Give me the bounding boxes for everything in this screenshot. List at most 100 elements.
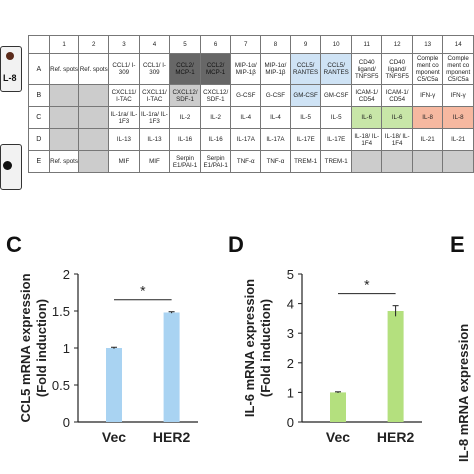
array-cell: MIP-1α/ MIP-1β: [260, 53, 291, 85]
array-cell: IL-2: [199, 106, 232, 129]
array-cell: CCL2/ MCP-1: [169, 53, 201, 85]
array-cell: Comple ment co mponent C5/C5a: [411, 53, 444, 85]
array-row: B CXCL11/ I-TAC CXCL11/ I-TAC CXCL12/ SDF-1…: [28, 84, 474, 107]
bar-her2: [163, 312, 180, 422]
array-cell: CCL2/ MCP-1: [199, 53, 232, 85]
array-cell: IL-8: [442, 106, 474, 129]
y-tick-label: 5: [287, 267, 294, 282]
array-cell: IL-17E: [289, 128, 322, 151]
column-header: 5: [169, 35, 201, 54]
row-label: A: [28, 53, 50, 85]
y-tick-label: 1.5: [52, 304, 70, 319]
array-cell: IL-5: [289, 106, 322, 129]
array-cell: Comple ment co mponent C5/C5a: [442, 53, 474, 85]
array-cell: TREM-1: [289, 150, 322, 173]
array-cell: Ref. spots: [48, 150, 80, 173]
array-cell: IL-21: [442, 128, 474, 151]
column-header: 14: [442, 35, 474, 54]
array-row: C IL-1ra/ IL-1F3 IL-1ra/ IL-1F3 IL-2 IL-2 IL-…: [28, 106, 474, 129]
array-cell: [350, 150, 383, 173]
panel-letter-c: C: [6, 232, 22, 257]
panel-letter-e: E: [450, 232, 465, 257]
x-tick-label: HER2: [377, 429, 415, 445]
array-cell: IL-13: [108, 128, 140, 151]
array-cell: IL-5: [320, 106, 352, 129]
column-header: 9: [289, 35, 322, 54]
y-axis-label: IL-6 mRNA expression: [242, 279, 257, 417]
row-label: B: [28, 84, 50, 107]
array-row: A Ref. spots Ref. spots CCL1/ I-309 CCL1/ I-…: [28, 53, 474, 85]
array-cell: CD40 ligand/ TNFSF5: [350, 53, 383, 85]
array-header-row: 1 2 3 4 5 6 7 8 9 10 11 12 13 14: [28, 35, 474, 54]
column-header: 3: [108, 35, 140, 54]
array-cell: [381, 150, 413, 173]
column-header: 4: [138, 35, 171, 54]
blot-image: L-8: [0, 32, 22, 218]
y-tick-label: 0: [287, 415, 294, 430]
row-label: E: [28, 150, 50, 173]
chart-il8-fragment: IL-8 mRNA expression: [456, 324, 471, 462]
array-cell: IL-21: [411, 128, 444, 151]
array-cell: CD40 ligand/ TNFSF5: [381, 53, 413, 85]
blot-dot: [6, 52, 14, 60]
array-cell: CXCL11/ I-TAC: [108, 84, 140, 107]
array-cell: IL-1ra/ IL-1F3: [108, 106, 140, 129]
array-cell: CXCL12/ SDF-1: [169, 84, 201, 107]
array-cell: CCL5/ RANTES: [289, 53, 322, 85]
il8-axis-label: IL-8 mRNA expression: [456, 324, 471, 462]
array-cell: MIF: [108, 150, 140, 173]
array-cell: Ref. spots: [48, 53, 80, 85]
column-header: 8: [260, 35, 291, 54]
array-cell: ICAM-1/ CD54: [381, 84, 413, 107]
array-cell: IL-1ra/ IL-1F3: [138, 106, 171, 129]
array-cell: [78, 150, 110, 173]
blot-strip-bottom: [0, 144, 22, 190]
array-cell: TNF-α: [230, 150, 262, 173]
y-tick-label: 1: [287, 385, 294, 400]
array-cell: IL-16: [199, 128, 232, 151]
array-cell: CCL1/ I-309: [138, 53, 171, 85]
y-axis-label-unit: (Fold induction): [258, 299, 273, 397]
x-tick-label: Vec: [326, 429, 350, 445]
bar-her2: [387, 311, 404, 422]
column-header: 10: [320, 35, 352, 54]
array-cell: TREM-1: [320, 150, 352, 173]
blot-dot: [3, 161, 12, 170]
array-cell: IL-6: [381, 106, 413, 129]
array-cell: G-CSF: [230, 84, 262, 107]
y-tick-label: 2: [287, 356, 294, 371]
array-cell: ICAM-1/ CD54: [350, 84, 383, 107]
array-cell: [411, 150, 444, 173]
column-header: 2: [78, 35, 110, 54]
array-cell: IL-17E: [320, 128, 352, 151]
y-tick-label: 0.5: [52, 378, 70, 393]
array-cell: Serpin E1/PAI-1: [199, 150, 232, 173]
array-cell: [78, 128, 110, 151]
array-cell: Serpin E1/PAI-1: [169, 150, 201, 173]
array-cell: [78, 84, 110, 107]
array-cell: IL-17A: [230, 128, 262, 151]
x-tick-label: Vec: [102, 429, 126, 445]
column-header: 1: [48, 35, 80, 54]
array-cell: IL-16: [169, 128, 201, 151]
cytokine-array-table: 1 2 3 4 5 6 7 8 9 10 11 12 13 14 A Ref. spots Ref. spots…: [28, 35, 474, 173]
y-tick-label: 4: [287, 297, 294, 312]
significance-marker: *: [364, 277, 370, 293]
column-header: 7: [230, 35, 262, 54]
y-tick-label: 2: [63, 267, 70, 282]
array-cell: MIP-1α/ MIP-1β: [230, 53, 262, 85]
array-cell: IL-4: [230, 106, 262, 129]
array-row: D IL-13 IL-13 IL-16 IL-16 IL-17A IL-17A IL-17E I…: [28, 128, 474, 151]
y-axis-label-unit: (Fold induction): [34, 299, 49, 397]
array-cell: IFN-γ: [442, 84, 474, 107]
row-label: D: [28, 128, 50, 151]
array-cell: [78, 106, 110, 129]
array-cell: IL-18/ IL-1F4: [350, 128, 383, 151]
row-label: C: [28, 106, 50, 129]
array-cell: [48, 106, 80, 129]
column-header: 11: [350, 35, 383, 54]
blot-strip-top: L-8: [0, 46, 22, 92]
array-cell: Ref. spots: [78, 53, 110, 85]
significance-marker: *: [140, 283, 146, 299]
array-cell: IL-13: [138, 128, 171, 151]
